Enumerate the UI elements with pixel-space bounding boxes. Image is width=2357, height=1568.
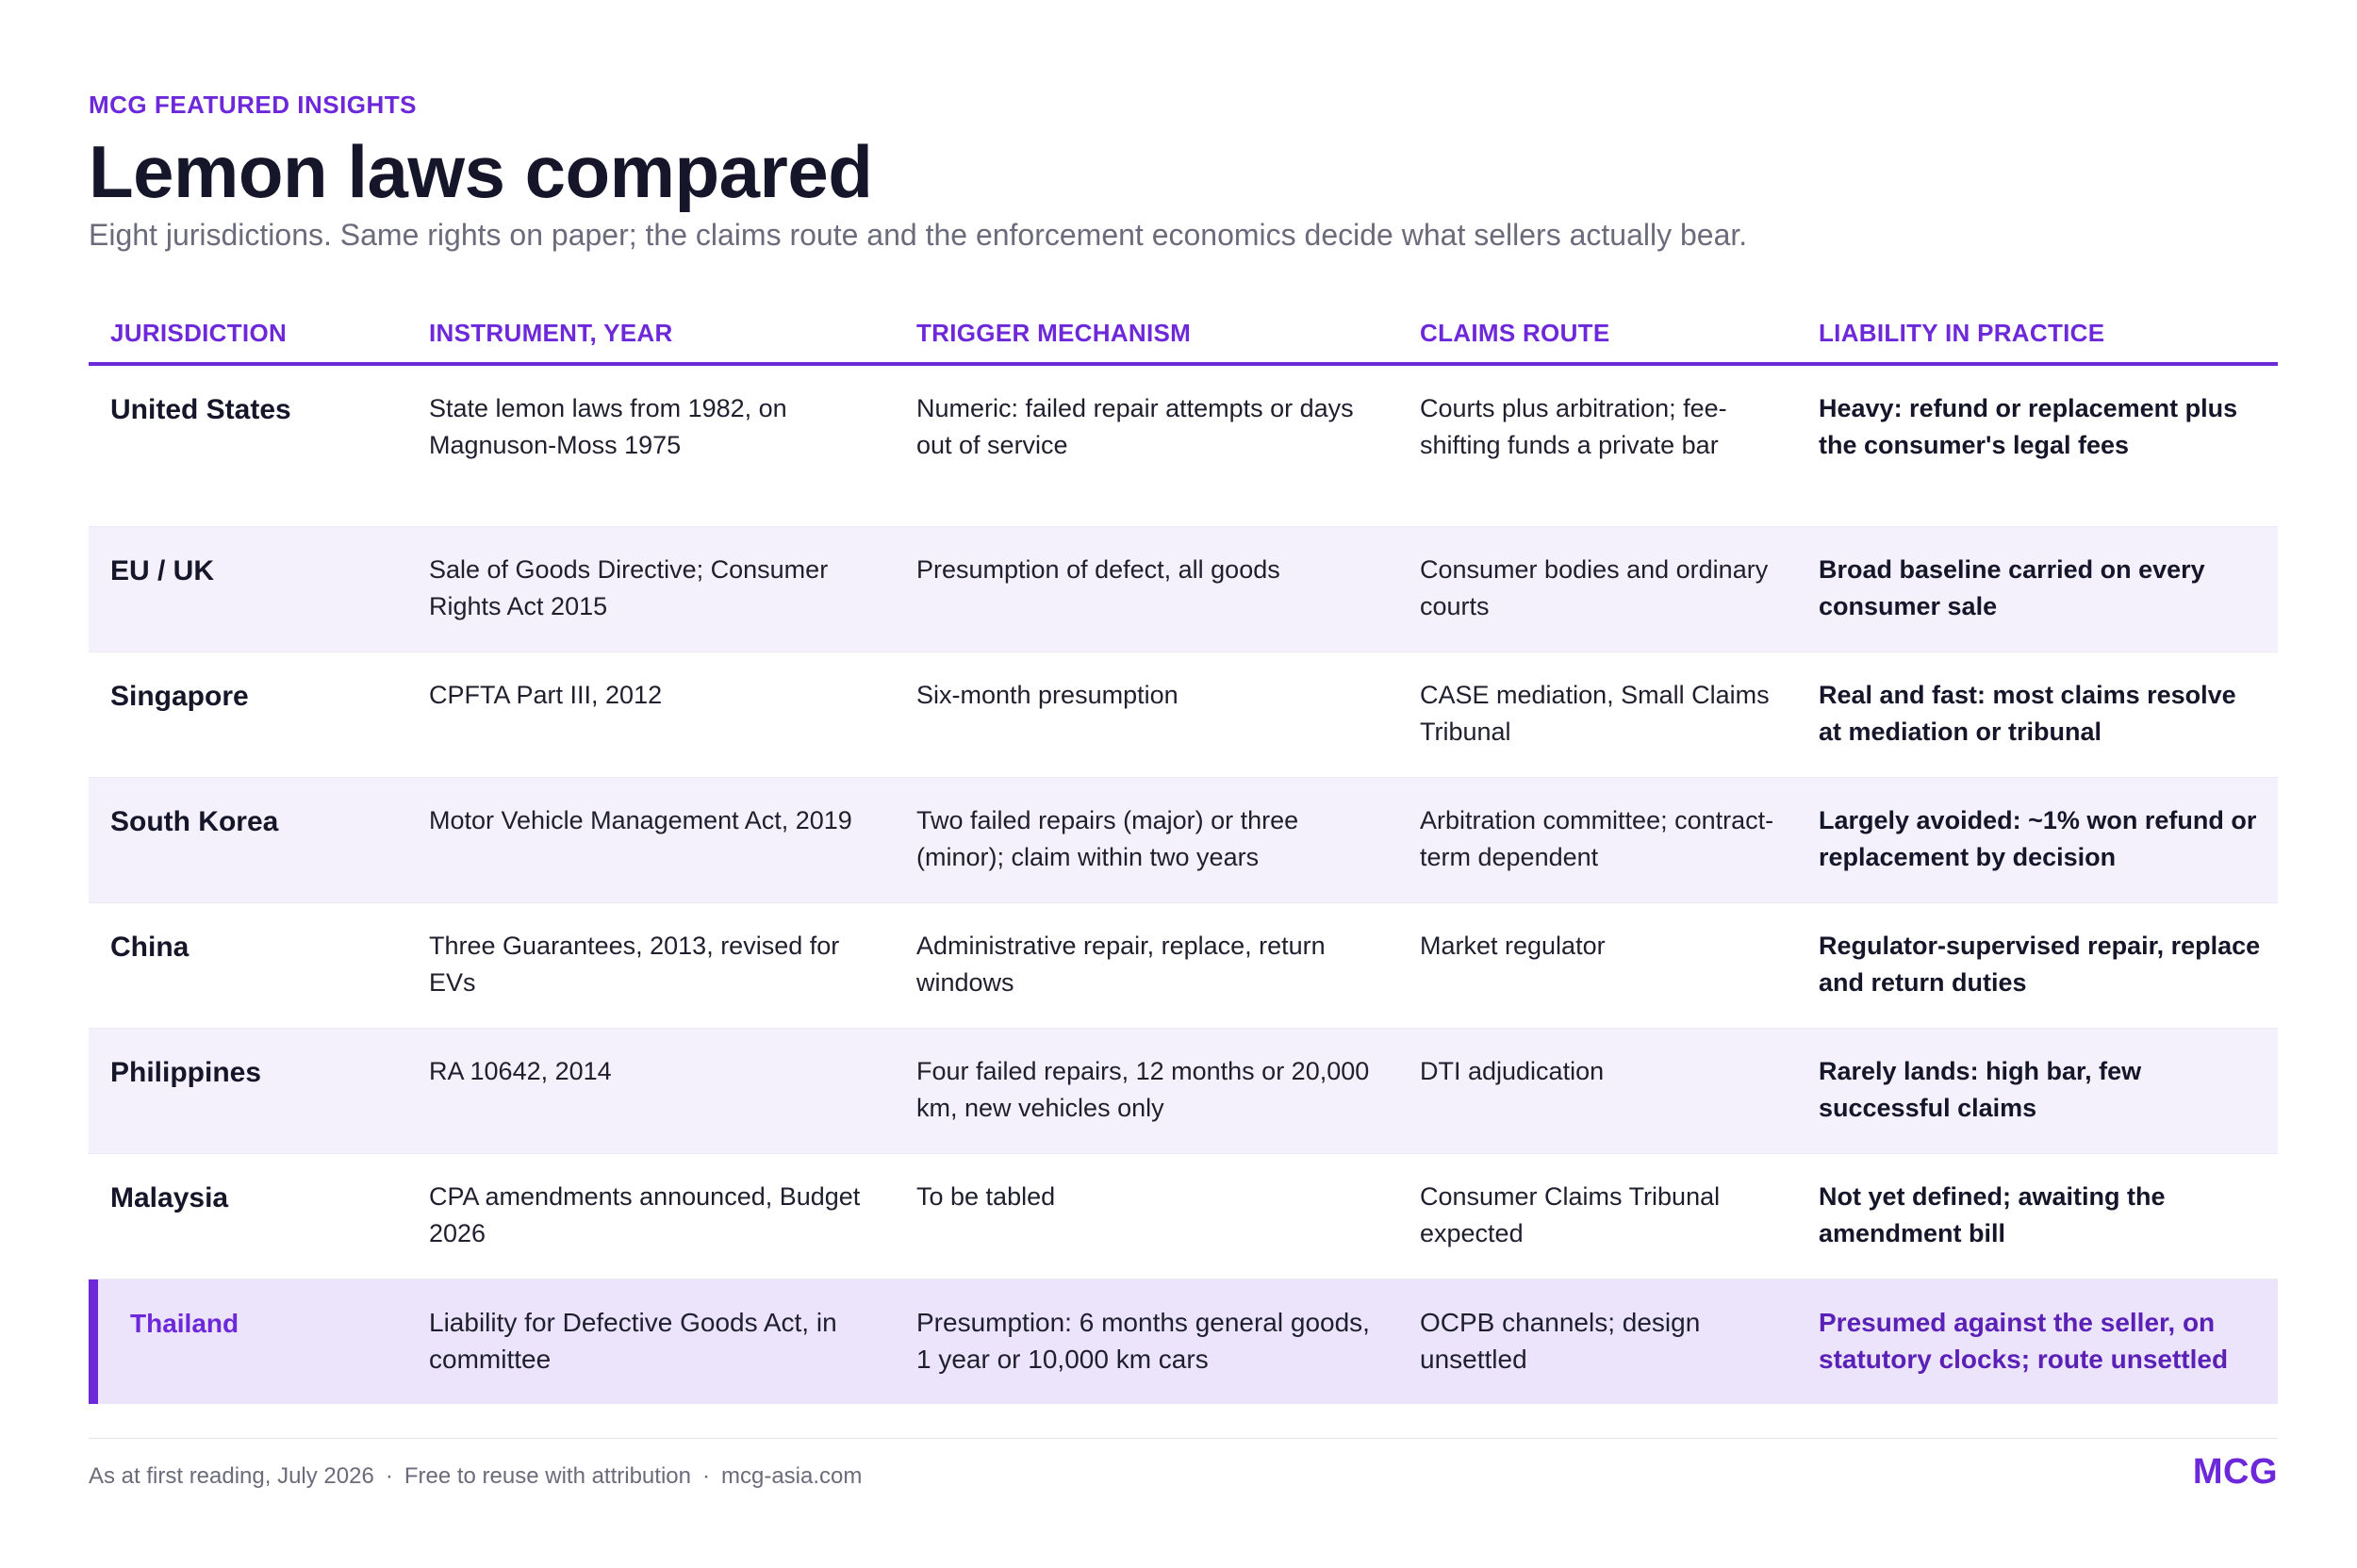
footer-separator: · bbox=[385, 1463, 393, 1489]
table-row: South Korea Motor Vehicle Management Act… bbox=[89, 778, 2278, 903]
highlight-accent-bar bbox=[89, 1279, 98, 1404]
column-header-liability: LIABILITY IN PRACTICE bbox=[1819, 319, 2105, 347]
cell-claims-route: DTI adjudication bbox=[1420, 1057, 1605, 1085]
column-header-instrument: INSTRUMENT, YEAR bbox=[429, 319, 673, 347]
table-row: United States State lemon laws from 1982… bbox=[89, 366, 2278, 527]
cell-trigger: Two failed repairs (major) or three (min… bbox=[916, 806, 1299, 871]
footer-divider bbox=[89, 1438, 2278, 1439]
cell-liability: Broad baseline carried on every consumer… bbox=[1819, 555, 2205, 620]
cell-claims-route: Consumer Claims Tribunal expected bbox=[1420, 1182, 1721, 1247]
comparison-table: JURISDICTION INSTRUMENT, YEAR TRIGGER ME… bbox=[89, 307, 2278, 1404]
cell-instrument: Motor Vehicle Management Act, 2019 bbox=[429, 806, 852, 834]
table-row: Singapore CPFTA Part III, 2012 Six-month… bbox=[89, 652, 2278, 778]
cell-instrument: Three Guarantees, 2013, revised for EVs bbox=[429, 932, 840, 997]
cell-claims-route: Courts plus arbitration; fee-shifting fu… bbox=[1420, 394, 1727, 459]
column-header-trigger: TRIGGER MECHANISM bbox=[916, 319, 1192, 347]
cell-trigger: Four failed repairs, 12 months or 20,000… bbox=[916, 1057, 1370, 1122]
cell-claims-route: Market regulator bbox=[1420, 932, 1606, 960]
cell-jurisdiction: Singapore bbox=[110, 681, 249, 712]
cell-liability: Regulator-supervised repair, replace and… bbox=[1819, 932, 2261, 997]
footer-date-note: As at first reading, July 2026 bbox=[89, 1463, 374, 1489]
cell-claims-route: Arbitration committee; contract-term dep… bbox=[1420, 806, 1774, 871]
cell-liability: Presumed against the seller, on statutor… bbox=[1819, 1308, 2229, 1374]
cell-trigger: Presumption: 6 months general goods, 1 y… bbox=[916, 1308, 1370, 1374]
footer-note: As at first reading, July 2026 · Free to r… bbox=[89, 1463, 862, 1490]
cell-trigger: Numeric: failed repair attempts or days … bbox=[916, 394, 1354, 459]
cell-instrument: CPA amendments announced, Budget 2026 bbox=[429, 1182, 861, 1247]
column-header-jurisdiction: JURISDICTION bbox=[110, 319, 288, 347]
cell-jurisdiction: Thailand bbox=[130, 1309, 239, 1338]
cell-jurisdiction: Philippines bbox=[110, 1057, 262, 1088]
cell-claims-route: CASE mediation, Small Claims Tribunal bbox=[1420, 681, 1770, 746]
cell-jurisdiction: EU / UK bbox=[110, 555, 215, 586]
cell-instrument: Sale of Goods Directive; Consumer Rights… bbox=[429, 555, 829, 620]
cell-jurisdiction: China bbox=[110, 932, 190, 963]
cell-instrument: Liability for Defective Goods Act, in co… bbox=[429, 1308, 837, 1374]
table-header: JURISDICTION INSTRUMENT, YEAR TRIGGER ME… bbox=[89, 307, 2278, 366]
cell-trigger: Six-month presumption bbox=[916, 681, 1178, 709]
cell-liability: Real and fast: most claims resolve at me… bbox=[1819, 681, 2236, 746]
footer-separator: · bbox=[701, 1463, 710, 1489]
cell-claims-route: Consumer bodies and ordinary courts bbox=[1420, 555, 1769, 620]
cell-jurisdiction: Malaysia bbox=[110, 1182, 229, 1213]
cell-trigger: To be tabled bbox=[916, 1182, 1056, 1211]
column-header-claims-route: CLAIMS ROUTE bbox=[1420, 319, 1610, 347]
table-row: EU / UK Sale of Goods Directive; Consume… bbox=[89, 527, 2278, 652]
cell-liability: Not yet defined; awaiting the amendment … bbox=[1819, 1182, 2166, 1247]
cell-trigger: Presumption of defect, all goods bbox=[916, 555, 1280, 584]
cell-liability: Largely avoided: ~1% won refund or repla… bbox=[1819, 806, 2257, 871]
footer-site-link[interactable]: mcg-asia.com bbox=[720, 1463, 863, 1489]
cell-claims-route: OCPB channels; design unsettled bbox=[1420, 1308, 1701, 1374]
page-title: Lemon laws compared bbox=[89, 130, 873, 213]
cell-instrument: State lemon laws from 1982, on Magnuson-… bbox=[429, 394, 787, 459]
page-subtitle: Eight jurisdictions. Same rights on pape… bbox=[89, 218, 1748, 252]
table-row: Philippines RA 10642, 2014 Four failed r… bbox=[89, 1029, 2278, 1154]
brand-logo: MCG bbox=[2192, 1452, 2278, 1492]
cell-jurisdiction: South Korea bbox=[110, 806, 279, 837]
cell-trigger: Administrative repair, replace, return w… bbox=[916, 932, 1326, 997]
eyebrow-label: MCG FEATURED INSIGHTS bbox=[89, 91, 418, 119]
table-row: Malaysia CPA amendments announced, Budge… bbox=[89, 1154, 2278, 1279]
cell-jurisdiction: United States bbox=[110, 394, 291, 425]
footer-reuse-note: Free to reuse with attribution bbox=[404, 1463, 691, 1489]
cell-instrument: RA 10642, 2014 bbox=[429, 1057, 612, 1085]
cell-instrument: CPFTA Part III, 2012 bbox=[429, 681, 663, 709]
cell-liability: Rarely lands: high bar, few successful c… bbox=[1819, 1057, 2142, 1122]
table-row-highlighted: Thailand Liability for Defective Goods A… bbox=[89, 1279, 2278, 1404]
table-row: China Three Guarantees, 2013, revised fo… bbox=[89, 903, 2278, 1029]
cell-liability: Heavy: refund or replacement plus the co… bbox=[1819, 394, 2238, 459]
